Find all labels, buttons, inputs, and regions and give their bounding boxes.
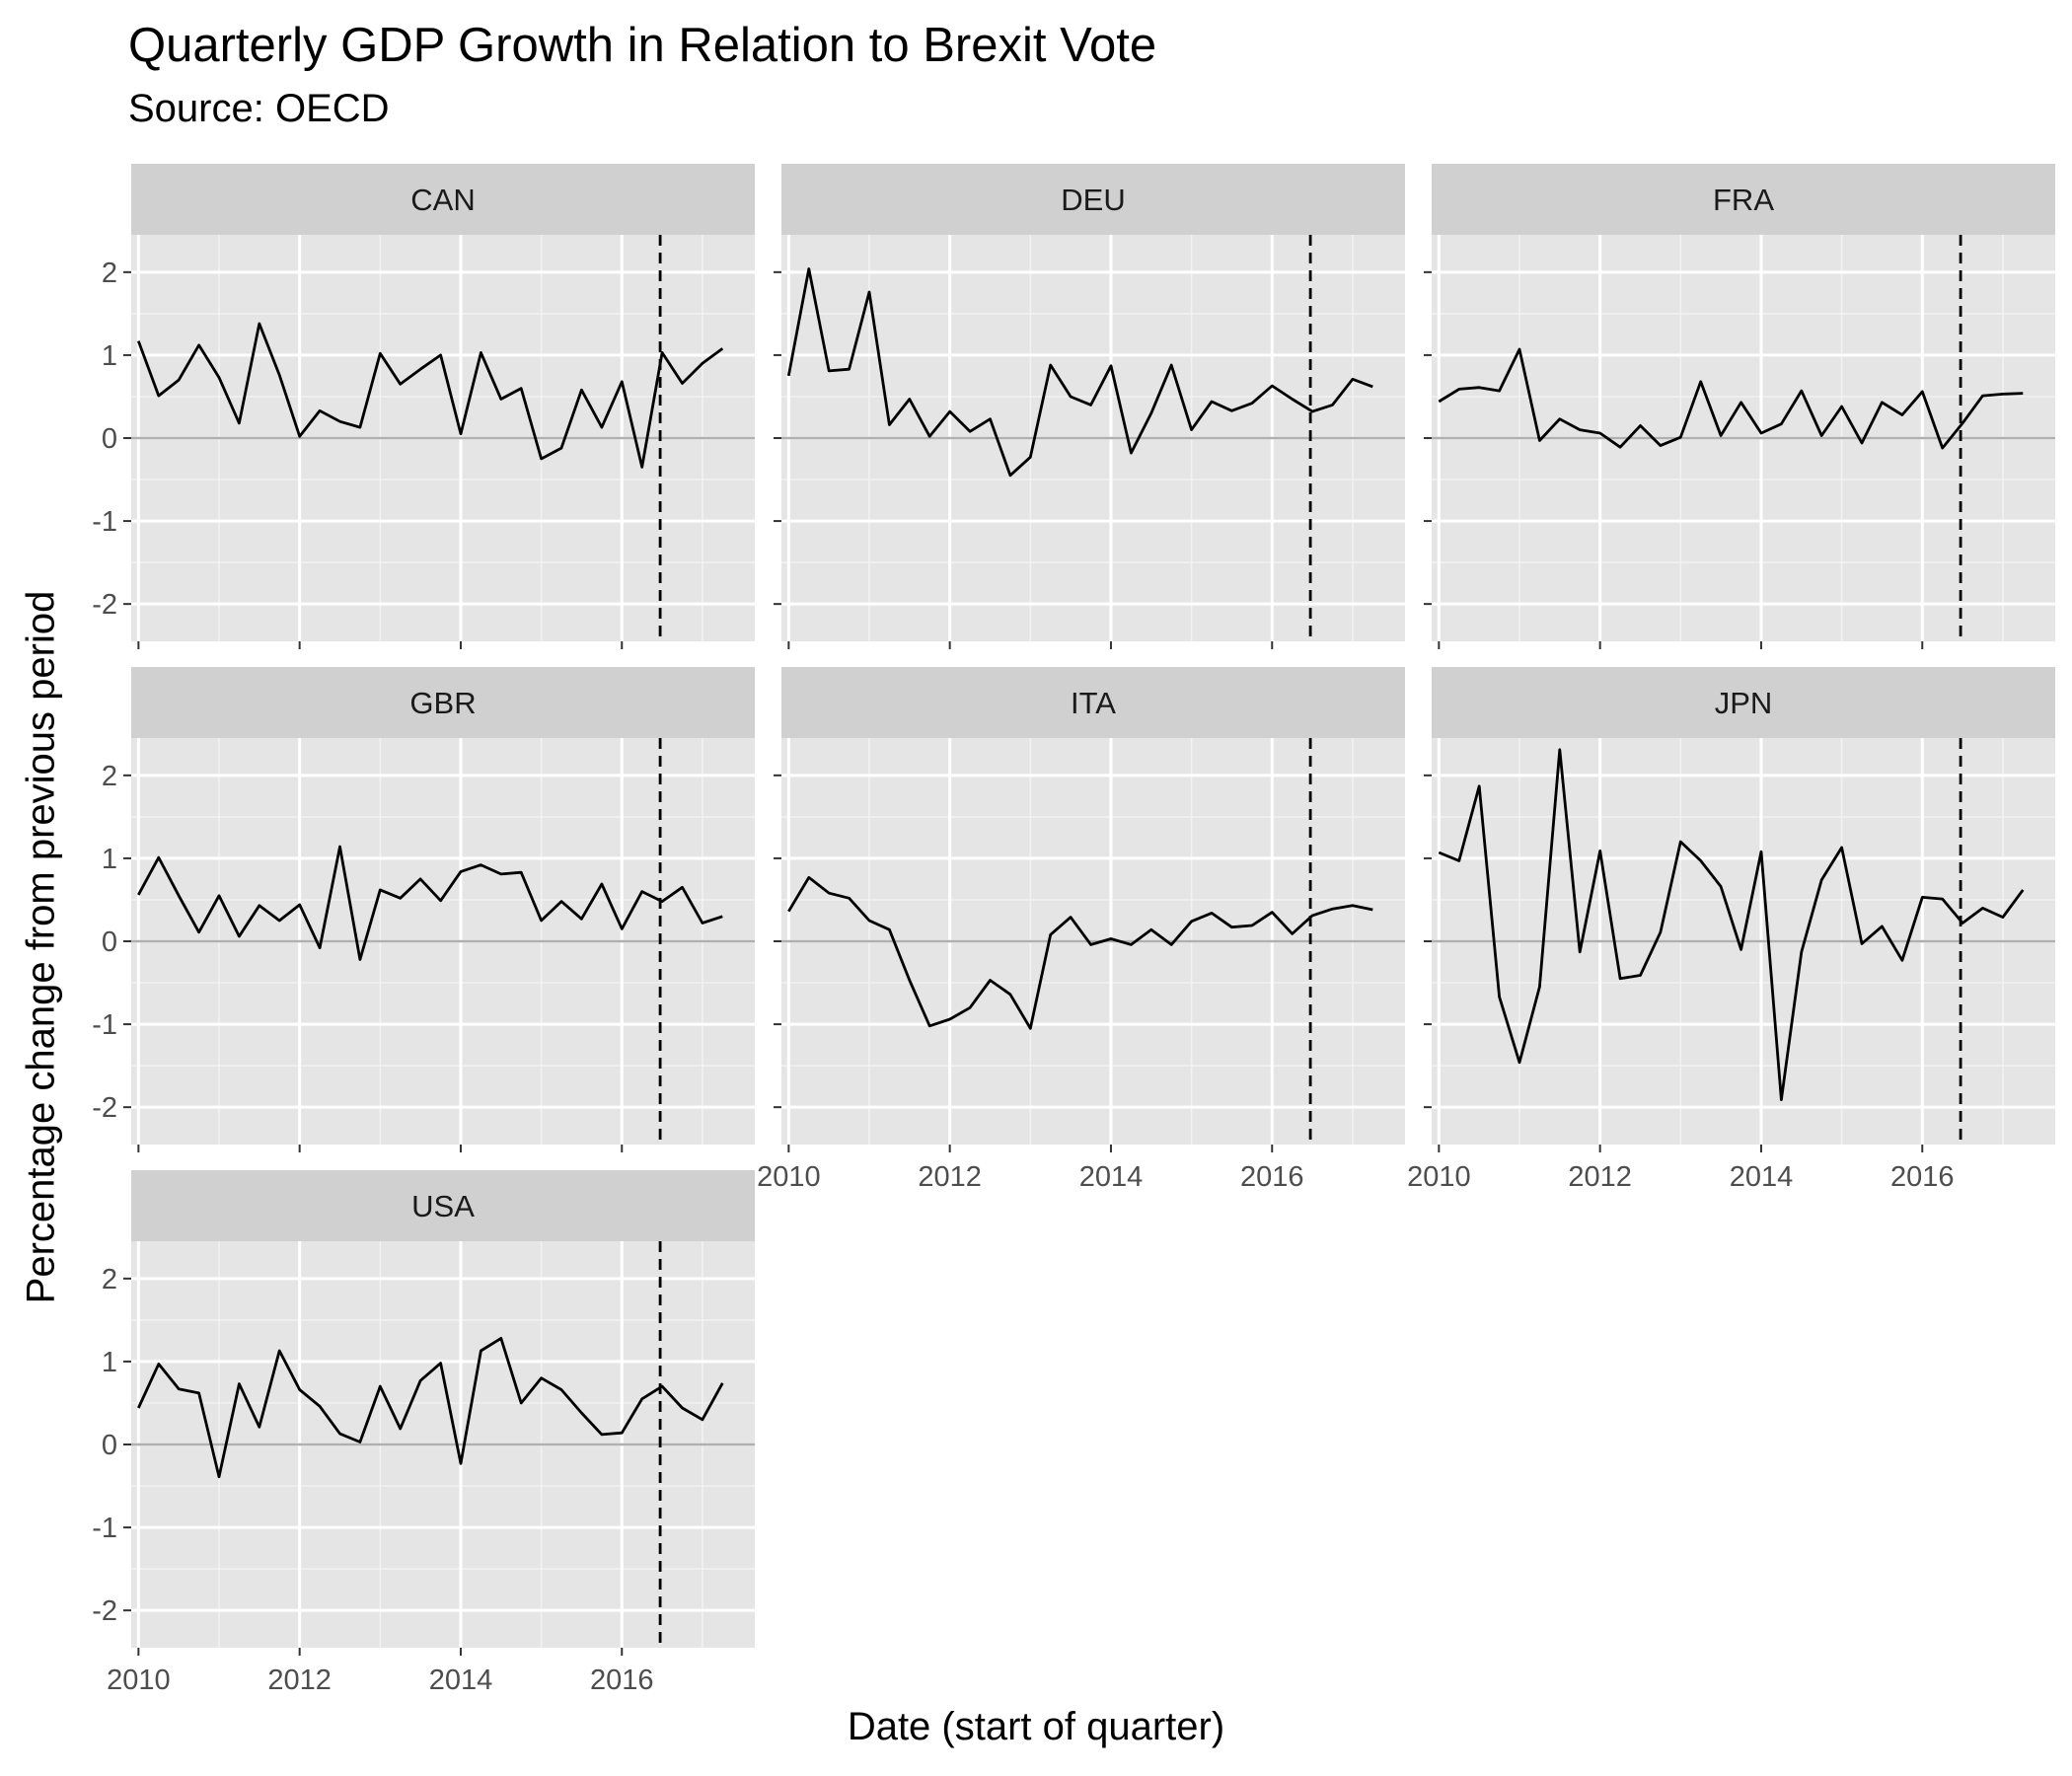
x-axis-label: Date (start of quarter): [847, 1705, 1225, 1748]
x-tick-label: 2012: [267, 1665, 332, 1696]
panel-strip: [1432, 164, 2055, 235]
chart-subtitle: Source: OECD: [128, 87, 390, 130]
panel-strip-label: ITA: [1071, 686, 1116, 720]
panel-jpn: JPN 2010 2012 2014 2016: [1407, 667, 2055, 1193]
series-line-fra: [1438, 347, 2024, 450]
panel-strip-label: GBR: [409, 686, 476, 720]
x-tick-label: 2014: [1730, 1161, 1794, 1193]
panel-strip-label: CAN: [410, 183, 475, 217]
panel-can: CAN 2 1 0 -1 -2: [92, 164, 755, 649]
panel-strip: [131, 667, 755, 738]
x-tick-label: 2012: [1568, 1161, 1632, 1193]
panel-strip-label: USA: [411, 1189, 475, 1223]
panel-strip-label: FRA: [1713, 183, 1774, 217]
y-tick-label: 1: [102, 340, 117, 372]
y-tick-label: 0: [102, 423, 117, 455]
y-tick-label: 1: [102, 1347, 117, 1378]
panel-strip: [131, 1170, 755, 1241]
y-tick-label: -2: [92, 1092, 117, 1124]
y-tick-label: 1: [102, 844, 117, 875]
panel-ita: ITA 2010 2012 2014 2016: [757, 667, 1405, 1193]
x-tick-label: 2014: [1079, 1161, 1144, 1193]
x-tick-label: 2010: [757, 1161, 821, 1193]
x-tick-label: 2016: [1240, 1161, 1304, 1193]
y-tick-label: 0: [102, 1430, 117, 1461]
y-tick-label: -1: [92, 1009, 117, 1041]
y-tick-label: -1: [92, 506, 117, 538]
panel-strip: [1432, 667, 2055, 738]
y-tick-label: -1: [92, 1513, 117, 1544]
y-tick-label: -2: [92, 589, 117, 621]
series-line-can: [136, 322, 724, 469]
panel-gbr: GBR 2 1 0 -1 -2: [92, 667, 755, 1152]
x-tick-label: 2012: [918, 1161, 982, 1193]
panel-strip-label: DEU: [1061, 183, 1125, 217]
y-tick-label: 2: [102, 1264, 117, 1295]
series-line-gbr: [137, 845, 723, 961]
series-line-usa: [137, 1337, 724, 1479]
x-tick-label: 2010: [107, 1665, 171, 1696]
chart-title: Quarterly GDP Growth in Relation to Brex…: [128, 19, 1157, 72]
series-line-deu: [786, 267, 1373, 478]
x-tick-label: 2016: [590, 1665, 654, 1696]
series-line-ita: [787, 875, 1373, 1030]
panel-strip: [781, 164, 1405, 235]
panel-strip: [131, 164, 755, 235]
y-axis-label: Percentage change from previous period: [19, 590, 63, 1304]
panel-usa: USA 2 1 0 -1 -2 2010 2012 2014 2016: [92, 1170, 755, 1696]
panel-fra: FRA: [1424, 164, 2055, 649]
y-tick-label: -2: [92, 1595, 117, 1627]
panel-strip-label: JPN: [1715, 686, 1773, 720]
x-tick-label: 2014: [429, 1665, 493, 1696]
panel-deu: DEU: [774, 164, 1405, 649]
y-tick-label: 0: [102, 926, 117, 958]
series-line-jpn: [1438, 748, 2025, 1101]
x-tick-label: 2010: [1407, 1161, 1471, 1193]
y-tick-label: 2: [102, 761, 117, 792]
y-tick-label: 2: [102, 258, 117, 289]
panel-strip: [781, 667, 1405, 738]
x-tick-label: 2016: [1890, 1161, 1955, 1193]
